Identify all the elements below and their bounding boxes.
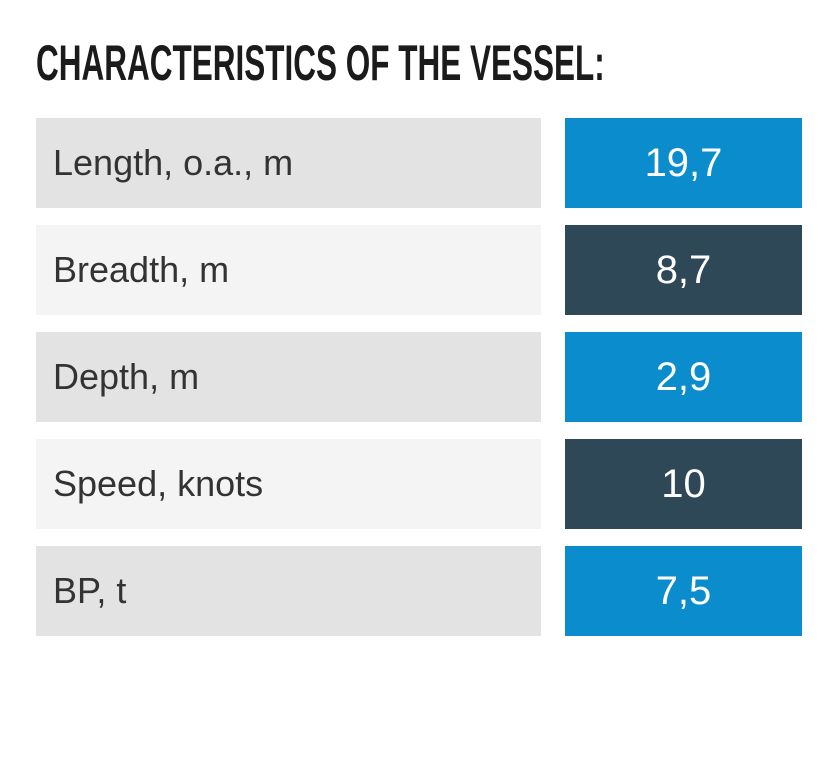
page-title-text: CHARACTERISTICS OF THE VESSEL: [36,35,605,91]
characteristic-value: 8,7 [565,225,802,315]
characteristic-label: Breadth, m [36,225,541,315]
characteristic-value: 2,9 [565,332,802,422]
table-row: Breadth, m 8,7 [36,225,830,315]
table-row: Length, o.a., m 19,7 [36,118,830,208]
characteristic-label: Depth, m [36,332,541,422]
characteristic-label: BP, t [36,546,541,636]
characteristic-value: 7,5 [565,546,802,636]
characteristic-value: 10 [565,439,802,529]
characteristic-label: Speed, knots [36,439,541,529]
characteristic-label: Length, o.a., m [36,118,541,208]
characteristics-table: Length, o.a., m 19,7 Breadth, m 8,7 Depth, m… [36,118,830,636]
characteristic-value: 19,7 [565,118,802,208]
page: CHARACTERISTICS OF THE VESSEL: Length, o… [0,38,830,636]
page-title: CHARACTERISTICS OF THE VESSEL: [36,38,830,88]
table-row: BP, t 7,5 [36,546,830,636]
table-row: Speed, knots 10 [36,439,830,529]
table-row: Depth, m 2,9 [36,332,830,422]
